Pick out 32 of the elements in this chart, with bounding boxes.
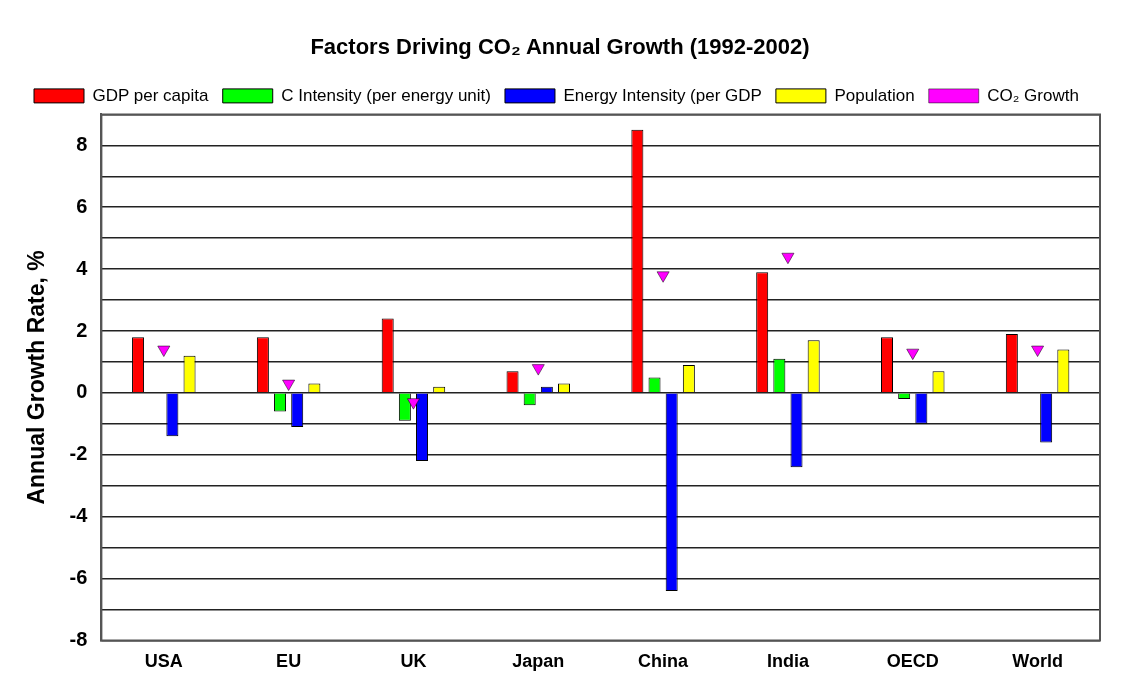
point — [282, 379, 295, 391]
x-tick-label: India — [766, 651, 810, 672]
point — [157, 345, 171, 357]
legend-label: GDP per capita — [92, 85, 209, 105]
point — [531, 364, 545, 376]
y-tick-label: -8 — [69, 627, 88, 650]
y-axis-title: Annual Growth Rate, % — [23, 250, 50, 505]
point — [407, 398, 420, 410]
legend-label: CO₂ Growth — [987, 85, 1079, 105]
chart-title: Factors Driving CO₂ Annual Growth (1992-2002) — [310, 34, 810, 60]
x-tick-label: EU — [276, 651, 302, 672]
point — [906, 348, 920, 360]
y-tick-label: 0 — [76, 380, 88, 403]
x-tick-label: OECD — [886, 651, 939, 672]
point — [1031, 345, 1044, 357]
x-tick-label: China — [638, 651, 690, 672]
y-tick-label: 6 — [76, 194, 88, 217]
point — [781, 252, 795, 264]
y-tick-label: 4 — [76, 256, 89, 279]
x-tick-label: USA — [144, 651, 183, 672]
y-tick-label: -6 — [69, 566, 88, 589]
y-tick-label: -2 — [69, 442, 88, 465]
x-tick-label: World — [1012, 651, 1063, 672]
legend-label: C Intensity (per energy unit) — [281, 85, 491, 105]
legend-label: Energy Intensity (per GDP — [563, 85, 762, 105]
legend-label: Population — [834, 85, 915, 105]
x-tick-label: Japan — [512, 651, 565, 672]
y-tick-label: -4 — [69, 504, 89, 527]
point — [656, 271, 670, 283]
x-tick-label: UK — [400, 651, 427, 672]
y-tick-label: 2 — [76, 318, 88, 341]
y-tick-label: 8 — [76, 132, 88, 155]
